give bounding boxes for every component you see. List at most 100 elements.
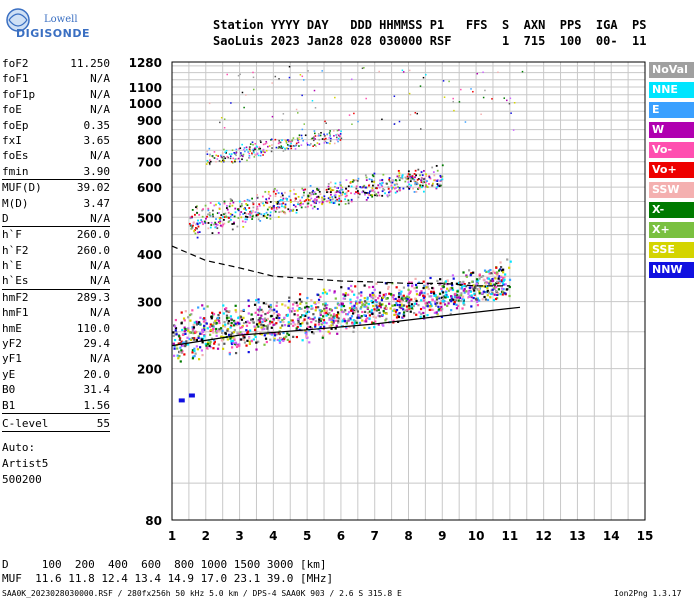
echo-point (338, 195, 341, 197)
echo-point (277, 192, 280, 194)
echo-point (191, 215, 193, 218)
echo-point (365, 176, 368, 179)
echo-point (482, 285, 485, 288)
echo-point (327, 183, 330, 185)
echo-point (255, 145, 258, 148)
echo-point (269, 320, 272, 323)
echo-point (210, 315, 213, 318)
echo-point (275, 322, 278, 325)
echo-point (197, 306, 200, 309)
echo-point (203, 317, 206, 320)
echo-point (451, 284, 454, 287)
echo-point (243, 207, 245, 210)
echo-point (365, 192, 367, 194)
echo-point (339, 135, 342, 138)
echo-point (288, 144, 290, 147)
echo-point (316, 188, 319, 191)
echo-point (413, 302, 416, 305)
echo-point (363, 184, 366, 187)
echo-point (260, 326, 263, 329)
echo-point (195, 323, 199, 326)
echo-point (391, 186, 393, 189)
echo-point (401, 298, 404, 302)
echo-point (352, 330, 355, 333)
echo-point (267, 190, 270, 193)
echo-point (248, 157, 251, 159)
echo-point (208, 212, 211, 214)
echo-point (271, 147, 273, 149)
echo-point (191, 326, 194, 329)
y-tick-label: 700 (137, 156, 162, 170)
echo-point (404, 309, 407, 312)
echo-point (196, 227, 198, 230)
echo-point (476, 72, 479, 75)
legend-item: Vo+ (649, 162, 694, 178)
echo-point (420, 289, 423, 293)
echo-point (357, 314, 360, 317)
echo-point (388, 177, 391, 179)
echo-point (364, 300, 367, 303)
echo-point (200, 338, 204, 341)
echo-point (283, 206, 286, 208)
echo-point (446, 304, 449, 307)
echo-point (333, 291, 336, 294)
echo-point (177, 357, 180, 360)
echo-point (287, 300, 291, 303)
echo-point (174, 318, 177, 322)
echo-point (508, 266, 511, 269)
echo-point (349, 180, 352, 183)
echo-point (476, 287, 479, 291)
echo-point (392, 298, 395, 301)
echo-point (495, 271, 499, 274)
y-tick-label: 500 (137, 211, 162, 225)
echo-point (378, 294, 381, 297)
echo-point (258, 204, 261, 207)
echo-point (209, 323, 212, 326)
echo-point (193, 221, 195, 224)
echo-point (496, 293, 499, 297)
echo-point (249, 329, 252, 332)
echo-point (465, 274, 468, 277)
echo-point (394, 191, 397, 194)
echo-point (273, 206, 275, 209)
echo-point (442, 297, 445, 300)
echo-point (276, 207, 279, 210)
echo-point (305, 302, 308, 305)
echo-point (192, 355, 195, 358)
echo-point (368, 326, 371, 329)
echo-point (368, 194, 371, 196)
param-value: 0.35 (83, 118, 111, 132)
echo-point (503, 275, 506, 279)
param-name: M(D) (2, 196, 29, 210)
echo-point (478, 290, 481, 293)
echo-point (184, 328, 187, 331)
echo-point (317, 298, 321, 301)
echo-point (416, 112, 419, 115)
echo-point (402, 294, 405, 297)
echo-point (173, 338, 177, 342)
echo-point (269, 214, 272, 217)
param-name: h`F (2, 228, 22, 242)
echo-point (217, 202, 220, 205)
echo-point (326, 200, 328, 203)
param-name: B1 (2, 398, 16, 412)
echo-point (274, 138, 277, 141)
echo-point (287, 333, 291, 337)
echo-point (494, 289, 498, 293)
echo-point (201, 221, 204, 224)
echo-point (248, 146, 251, 148)
echo-point (323, 325, 326, 328)
echo-point (349, 317, 352, 320)
echo-point (311, 138, 314, 141)
echo-point (292, 208, 295, 211)
param-value: 55 (96, 416, 110, 430)
echo-point (489, 279, 492, 282)
param-name: yF2 (2, 337, 22, 351)
echo-point (283, 336, 286, 339)
echo-point (476, 304, 480, 307)
echo-point (386, 297, 389, 300)
echo-point (420, 299, 423, 302)
echo-point (221, 156, 223, 159)
echo-point (266, 213, 269, 216)
echo-point (224, 323, 227, 326)
